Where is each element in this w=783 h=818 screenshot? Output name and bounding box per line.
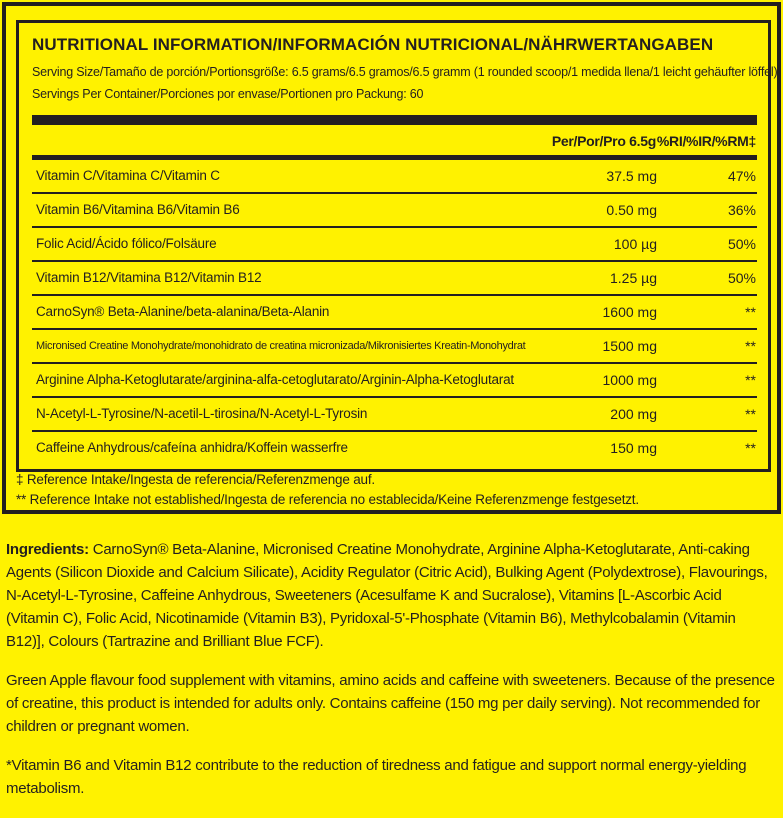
nutrient-name: Vitamin B6/Vitamina B6/Vitamin B6	[36, 202, 240, 217]
nutrient-name: Caffeine Anhydrous/cafeína anhidra/Koffe…	[36, 440, 348, 455]
nutrient-row: Arginine Alpha-Ketoglutarate/arginina-al…	[32, 364, 757, 398]
ingredients-label: Ingredients:	[6, 541, 89, 558]
nutrient-amount: 0.50 mg	[606, 202, 657, 218]
nutrient-ri: 47%	[727, 168, 756, 184]
nutrient-row: Folic Acid/Ácido fólico/Folsäure 100 µg 50…	[32, 228, 757, 262]
ingredients-text: CarnoSyn® Beta-Alanine, Micronised Creat…	[6, 541, 768, 650]
nutrient-ri: **	[745, 338, 756, 354]
column-header-amount: Per/Por/Pro 6.5g	[551, 133, 656, 149]
nutrient-name: Folic Acid/Ácido fólico/Folsäure	[36, 236, 217, 251]
nutrient-ri: 36%	[727, 202, 756, 218]
label-title: NUTRITIONAL INFORMATION/INFORMACIÓN NUTR…	[32, 35, 714, 54]
nutrient-amount: 1000 mg	[602, 372, 657, 388]
outer-border: NUTRITIONAL INFORMATION/INFORMACIÓN NUTR…	[2, 2, 781, 514]
header-divider	[32, 155, 757, 160]
health-claim: *Vitamin B6 and Vitamin B12 contribute t…	[6, 757, 747, 797]
serving-size: Serving Size/Tamaño de porción/Portionsg…	[32, 65, 778, 79]
nutrient-name: Micronised Creatine Monohydrate/monohidr…	[36, 340, 526, 352]
nutrient-row: Micronised Creatine Monohydrate/monohidr…	[32, 330, 757, 364]
product-description: Green Apple flavour food supplement with…	[6, 672, 775, 735]
nutrient-ri: **	[745, 304, 756, 320]
nutrient-name: Vitamin B12/Vitamina B12/Vitamin B12	[36, 270, 262, 285]
nutrient-amount: 200 mg	[610, 406, 657, 422]
nutrient-name: Arginine Alpha-Ketoglutarate/arginina-al…	[36, 372, 514, 387]
nutrient-amount: 1.25 µg	[610, 270, 657, 286]
nutrient-ri: 50%	[727, 270, 756, 286]
servings-per-container: Servings Per Container/Porciones por env…	[32, 87, 424, 101]
column-header-ri: %RI/%IR/%RM‡	[656, 133, 756, 149]
footnote-not-established: ** Reference Intake not established/Inge…	[16, 492, 639, 507]
nutrient-amount: 1500 mg	[602, 338, 657, 354]
nutrient-ri: **	[745, 406, 756, 422]
text-section: Ingredients: CarnoSyn® Beta-Alanine, Mic…	[6, 538, 778, 816]
nutrient-name: N-Acetyl-L-Tyrosine/N-acetil-L-tirosina/…	[36, 406, 368, 421]
nutrient-ri: **	[745, 440, 756, 456]
nutrient-row: Vitamin C/Vitamina C/Vitamin C 37.5 mg 47%	[32, 160, 757, 194]
nutrient-row: Vitamin B12/Vitamina B12/Vitamin B12 1.25…	[32, 262, 757, 296]
nutrient-row: Vitamin B6/Vitamina B6/Vitamin B6 0.50 mg…	[32, 194, 757, 228]
nutrient-amount: 150 mg	[610, 440, 657, 456]
nutrient-amount: 37.5 mg	[606, 168, 657, 184]
nutrient-row: N-Acetyl-L-Tyrosine/N-acetil-L-tirosina/…	[32, 398, 757, 432]
nutrient-ri: **	[745, 372, 756, 388]
nutrition-table-box: NUTRITIONAL INFORMATION/INFORMACIÓN NUTR…	[16, 20, 778, 472]
nutrient-name: CarnoSyn® Beta-Alanine/beta-alanina/Beta…	[36, 304, 330, 319]
nutrient-ri: 50%	[727, 236, 756, 252]
header-bar	[32, 115, 757, 125]
footnote-reference-intake: ‡ Reference Intake/Ingesta de referencia…	[16, 472, 375, 487]
nutrient-row: Caffeine Anhydrous/cafeína anhidra/Koffe…	[32, 432, 757, 466]
nutrient-amount: 1600 mg	[602, 304, 657, 320]
nutrient-row: CarnoSyn® Beta-Alanine/beta-alanina/Beta…	[32, 296, 757, 330]
nutrient-amount: 100 µg	[613, 236, 657, 252]
ingredients-paragraph: Ingredients: CarnoSyn® Beta-Alanine, Mic…	[6, 538, 778, 653]
nutrient-name: Vitamin C/Vitamina C/Vitamin C	[36, 168, 220, 183]
